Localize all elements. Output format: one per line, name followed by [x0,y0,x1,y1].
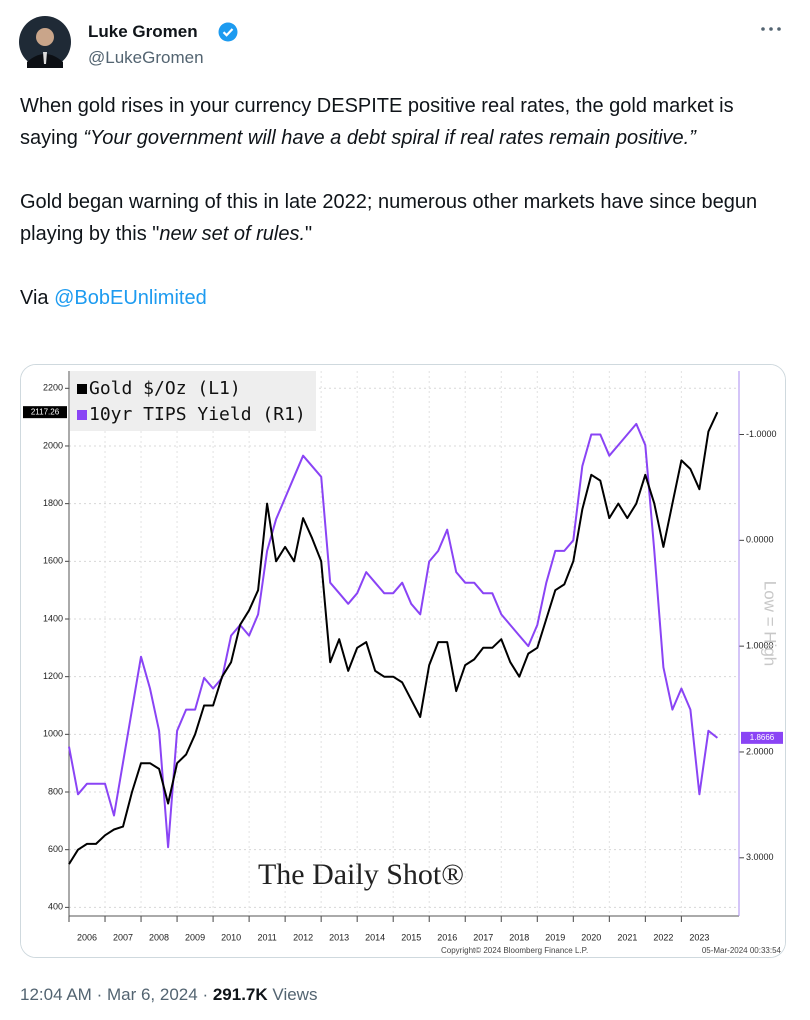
tweet-meta: 12:04 AM · Mar 6, 2024 · 291.7K Views [20,985,317,1005]
y2-tick-label: -1.0000 [746,429,777,439]
author-handle[interactable]: @LukeGromen [88,48,204,67]
end-label-bg [23,406,67,419]
text-segment: new set of rules. [159,223,306,245]
y-tick-label: 600 [48,844,63,854]
text-segment: Via [20,287,55,309]
legend-label: 10yr TIPS Yield (R1) [89,404,306,425]
x-tick-label: 2016 [437,932,457,942]
y-tick-label: 1800 [43,498,63,508]
end-label: 2117.26 [31,407,60,416]
watermark: The Daily Shot® [258,858,464,891]
x-tick-label: 2017 [473,932,493,942]
date[interactable]: Mar 6, 2024 [106,985,198,1004]
legend-label: Gold $/Oz (L1) [89,378,241,399]
x-tick-label: 2013 [329,932,349,942]
y-tick-label: 1400 [43,613,63,623]
end-label: 1.8666 [750,733,775,742]
y-tick-label: 2200 [43,383,63,393]
x-tick-label: 2015 [401,932,421,942]
y-tick-label: 400 [48,902,63,912]
x-tick-label: 2010 [221,932,241,942]
x-tick-label: 2006 [77,932,97,942]
x-tick-label: 2011 [257,932,276,942]
timestamp: 05-Mar-2024 00:33:54 [702,946,782,955]
paragraph: Gold began warning of this in late 2022;… [20,186,795,250]
series-line [68,422,719,849]
x-tick-label: 2008 [149,932,169,942]
y-tick-label: 800 [48,786,63,796]
y2-tick-label: 0.0000 [746,535,774,545]
mention-link[interactable]: @BobEUnlimited [54,287,207,309]
x-tick-label: 2014 [365,932,385,942]
separator: · [202,985,209,1004]
x-tick-label: 2009 [185,932,205,942]
y2-tick-label: 2.0000 [746,746,774,756]
separator: · [96,985,103,1004]
x-tick-label: 2020 [581,932,601,942]
x-tick-label: 2018 [509,932,529,942]
end-label-bg [741,731,783,744]
time[interactable]: 12:04 AM [20,985,92,1004]
legend-swatch [77,384,87,394]
x-tick-label: 2012 [293,932,313,942]
y-tick-label: 2000 [43,440,63,450]
text-segment: “Your government will have a debt spiral… [83,127,696,149]
paragraph: When gold rises in your currency DESPITE… [20,90,795,154]
text-segment: " [305,223,313,245]
x-tick-label: 2022 [653,932,673,942]
legend-swatch [77,410,87,420]
y-tick-label: 1000 [43,729,63,739]
view-count: 291.7K [212,985,268,1004]
text-segment: When gold rises in your currency DESPITE… [20,95,734,149]
text-segment: Gold began warning of this in late 2022;… [20,191,758,245]
paragraph: Via @BobEUnlimited [20,282,795,314]
author-name[interactable]: Luke Gromen [88,22,198,41]
more-button[interactable] [760,24,782,34]
series-line [68,411,719,865]
verified-badge [218,22,238,42]
x-tick-label: 2021 [617,932,637,942]
x-tick-label: 2007 [113,932,133,942]
chart-image[interactable]: 400 600 800 1000 1200 1400 1600 1800 2000 2200 200… [20,364,786,958]
views-label: Views [272,985,318,1004]
y-tick-label: 1200 [43,671,63,681]
y2-tick-label: 3.0000 [746,852,774,862]
chart: 400 600 800 1000 1200 1400 1600 1800 2000 2200 200… [21,365,785,957]
avatar[interactable] [19,16,71,68]
y2-tick-label: 1.0000 [746,641,774,651]
y-tick-label: 1600 [43,556,63,566]
x-tick-label: 2023 [689,932,709,942]
tweet-text: When gold rises in your currency DESPITE… [20,90,795,346]
legend-box [70,371,316,431]
y2-axis-label: Low = High [761,581,780,667]
source: Copyright© 2024 Bloomberg Finance L.P. [441,946,588,955]
x-tick-label: 2019 [545,932,565,942]
